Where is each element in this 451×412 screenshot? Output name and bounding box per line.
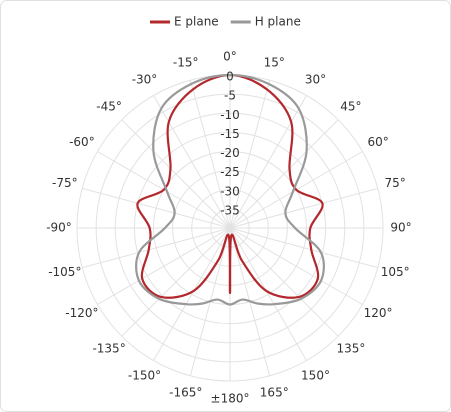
angle-tick-label: -135° [92, 341, 125, 355]
angle-tick-label: -165° [169, 386, 202, 400]
angle-tick-label: -15° [173, 55, 199, 69]
angle-tick-label: -120° [65, 306, 98, 320]
radial-tick-label: 0 [226, 70, 234, 84]
grid-spoke [229, 227, 307, 361]
radial-tick-label: -35 [220, 203, 240, 217]
radial-tick-label: -20 [220, 146, 240, 160]
grid-spoke [229, 95, 307, 229]
radial-tick-label: -25 [220, 165, 240, 179]
grid-spoke [97, 227, 231, 305]
grid-spoke [229, 187, 378, 229]
grid-spoke [229, 227, 363, 305]
radial-tick-label: -30 [220, 184, 240, 198]
angle-tick-label: 105° [381, 265, 410, 279]
angle-tick-label: 120° [364, 306, 393, 320]
angle-tick-label: 0° [223, 50, 237, 64]
grid-spoke [82, 187, 231, 229]
angle-tick-label: -30° [132, 72, 158, 86]
angle-tick-label: 165° [260, 386, 289, 400]
radial-tick-label: -15 [220, 127, 240, 141]
angle-tick-label: 45° [340, 100, 361, 114]
legend-label: H plane [255, 15, 301, 29]
angle-tick-label: 15° [264, 55, 285, 69]
angle-tick-label: -105° [48, 265, 81, 279]
angle-tick-label: -150° [128, 369, 161, 383]
series-line [135, 73, 325, 306]
angle-tick-label: 30° [305, 72, 326, 86]
legend-label: E plane [174, 15, 219, 29]
angle-tick-label: 90° [390, 221, 411, 235]
angle-tick-label: -60° [69, 135, 95, 149]
grid-spoke [121, 119, 231, 229]
grid-spoke [229, 227, 339, 337]
angle-tick-label: -90° [46, 221, 72, 235]
radial-tick-label: -10 [220, 108, 240, 122]
angle-tick-label: -45° [96, 100, 122, 114]
angle-tick-label: 60° [367, 135, 388, 149]
angle-tick-label: -75° [52, 176, 78, 190]
grid-spoke [229, 119, 339, 229]
radial-tick-label: -5 [224, 89, 236, 103]
grid-spoke [82, 227, 231, 269]
grid-spoke [153, 95, 231, 229]
grid-spoke [189, 80, 231, 229]
grid-spoke [229, 80, 271, 229]
angle-tick-label: 75° [385, 176, 406, 190]
grid-spoke [229, 227, 378, 269]
angle-tick-label: 150° [301, 369, 330, 383]
grid-spoke [121, 227, 231, 337]
angle-tick-label: ±180° [211, 392, 250, 406]
angle-tick-label: 135° [336, 341, 365, 355]
grid-spoke [153, 227, 231, 361]
